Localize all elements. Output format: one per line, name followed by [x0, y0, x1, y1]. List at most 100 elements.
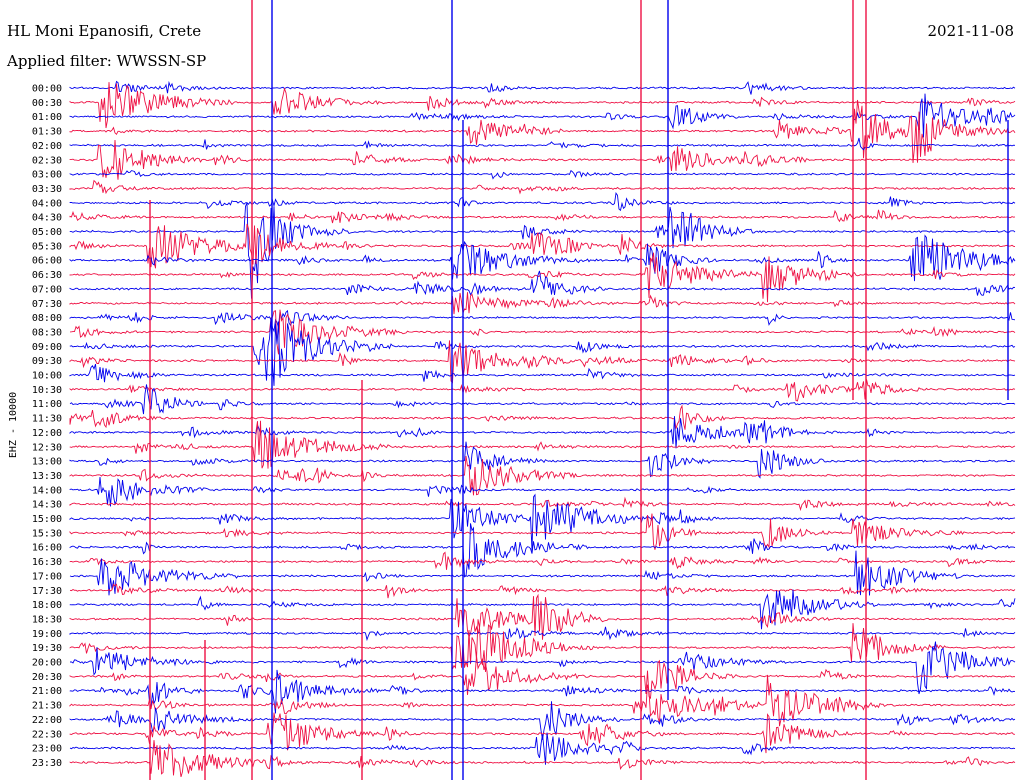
time-tick-label: 12:30	[32, 442, 62, 453]
trace-line	[69, 416, 1015, 449]
time-tick-group: 00:00 00:30 01:00 01:30 02:00 02:30 03:00 03:30…	[32, 84, 62, 769]
trace-line	[69, 363, 1016, 383]
trace-line	[69, 292, 1016, 315]
trace-line	[69, 379, 1016, 402]
time-tick-label: 03:00	[32, 170, 62, 181]
time-tick-label: 16:30	[32, 557, 62, 568]
trace-group	[69, 0, 1016, 780]
trace-line	[69, 309, 1016, 355]
time-tick-label: 03:30	[32, 184, 62, 195]
trace-line	[69, 626, 1016, 642]
time-tick-label: 06:30	[32, 270, 62, 281]
trace-line	[69, 513, 1016, 550]
time-tick-label: 23:00	[32, 744, 62, 755]
time-tick-label: 07:30	[32, 299, 62, 310]
time-tick-label: 09:00	[32, 342, 62, 353]
time-tick-label: 02:30	[32, 155, 62, 166]
filter-label: Applied filter: WWSSN-SP	[7, 52, 207, 70]
trace-line	[69, 477, 1016, 507]
time-tick-label: 16:00	[32, 543, 62, 554]
date-label: 2021-11-08	[927, 22, 1014, 40]
trace-line	[69, 551, 1016, 570]
trace-line	[69, 496, 1016, 512]
time-tick-label: 11:30	[32, 414, 62, 425]
trace-line	[69, 669, 1016, 714]
trace-line	[69, 340, 1016, 384]
trace-line	[69, 593, 1016, 640]
trace-line	[69, 404, 1015, 430]
trace-line	[69, 732, 1016, 765]
trace-line	[69, 80, 1016, 95]
time-tick-label: 01:00	[32, 112, 62, 123]
trace-line	[69, 234, 1016, 282]
trace-line	[69, 655, 1016, 700]
trace-line	[69, 441, 1015, 479]
trace-line	[69, 455, 1016, 496]
time-tick-label: 09:30	[32, 356, 62, 367]
trace-line	[69, 740, 1016, 778]
time-tick-label: 02:00	[32, 141, 62, 152]
y-axis-label: EHZ - 10000	[8, 392, 19, 458]
time-tick-label: 00:00	[32, 84, 62, 95]
trace-line	[69, 309, 1016, 333]
trace-line	[69, 179, 1016, 195]
time-tick-label: 17:30	[32, 586, 62, 597]
trace-line	[69, 82, 1016, 129]
time-tick-label: 15:30	[32, 528, 62, 539]
time-tick-label: 17:00	[32, 571, 62, 582]
trace-line	[69, 641, 1016, 695]
time-tick-label: 22:30	[32, 729, 62, 740]
time-tick-label: 20:30	[32, 672, 62, 683]
time-tick-label: 07:00	[32, 284, 62, 295]
trace-line	[69, 223, 1016, 269]
trace-line	[69, 674, 1016, 727]
time-tick-label: 04:00	[32, 198, 62, 209]
time-tick-label: 19:00	[32, 629, 62, 640]
trace-line	[69, 202, 1016, 299]
trace-line	[69, 139, 1016, 180]
time-tick-label: 21:00	[32, 686, 62, 697]
time-tick-label: 08:00	[32, 313, 62, 324]
time-tick-label: 20:00	[32, 658, 62, 669]
time-tick-label: 06:00	[32, 256, 62, 267]
time-tick-label: 10:30	[32, 385, 62, 396]
time-tick-label: 12:00	[32, 428, 62, 439]
trace-line	[69, 493, 1016, 551]
trace-line	[69, 318, 1016, 386]
trace-line	[69, 384, 1016, 415]
time-tick-label: 18:00	[32, 600, 62, 611]
trace-line	[69, 589, 1016, 630]
trace-line	[69, 93, 1016, 138]
trace-line	[69, 252, 1016, 303]
trace-line	[69, 270, 1016, 296]
trace-line	[69, 712, 1016, 754]
time-tick-label: 05:30	[32, 241, 62, 252]
time-tick-label: 05:00	[32, 227, 62, 238]
time-tick-label: 04:30	[32, 213, 62, 224]
time-tick-label: 10:00	[32, 371, 62, 382]
time-tick-label: 00:30	[32, 98, 62, 109]
time-tick-label: 13:00	[32, 457, 62, 468]
time-tick-label: 18:30	[32, 614, 62, 625]
time-tick-label: 22:00	[32, 715, 62, 726]
trace-line	[69, 523, 1016, 578]
time-tick-label: 01:30	[32, 127, 62, 138]
time-tick-label: 21:30	[32, 701, 62, 712]
trace-line	[69, 137, 1016, 151]
time-tick-label: 14:00	[32, 485, 62, 496]
trace-line	[69, 550, 1016, 596]
trace-line	[69, 583, 1016, 599]
trace-line	[69, 192, 1016, 212]
time-tick-label: 23:30	[32, 758, 62, 769]
time-tick-label: 15:00	[32, 514, 62, 525]
trace-line	[69, 169, 1016, 180]
trace-line	[69, 209, 1016, 224]
station-title: HL Moni Epanosifi, Crete	[7, 22, 202, 40]
time-tick-label: 14:30	[32, 500, 62, 511]
time-tick-label: 11:00	[32, 399, 62, 410]
trace-line	[69, 420, 1016, 469]
trace-line	[69, 701, 1016, 740]
time-tick-label: 13:30	[32, 471, 62, 482]
trace-line	[69, 99, 1016, 163]
